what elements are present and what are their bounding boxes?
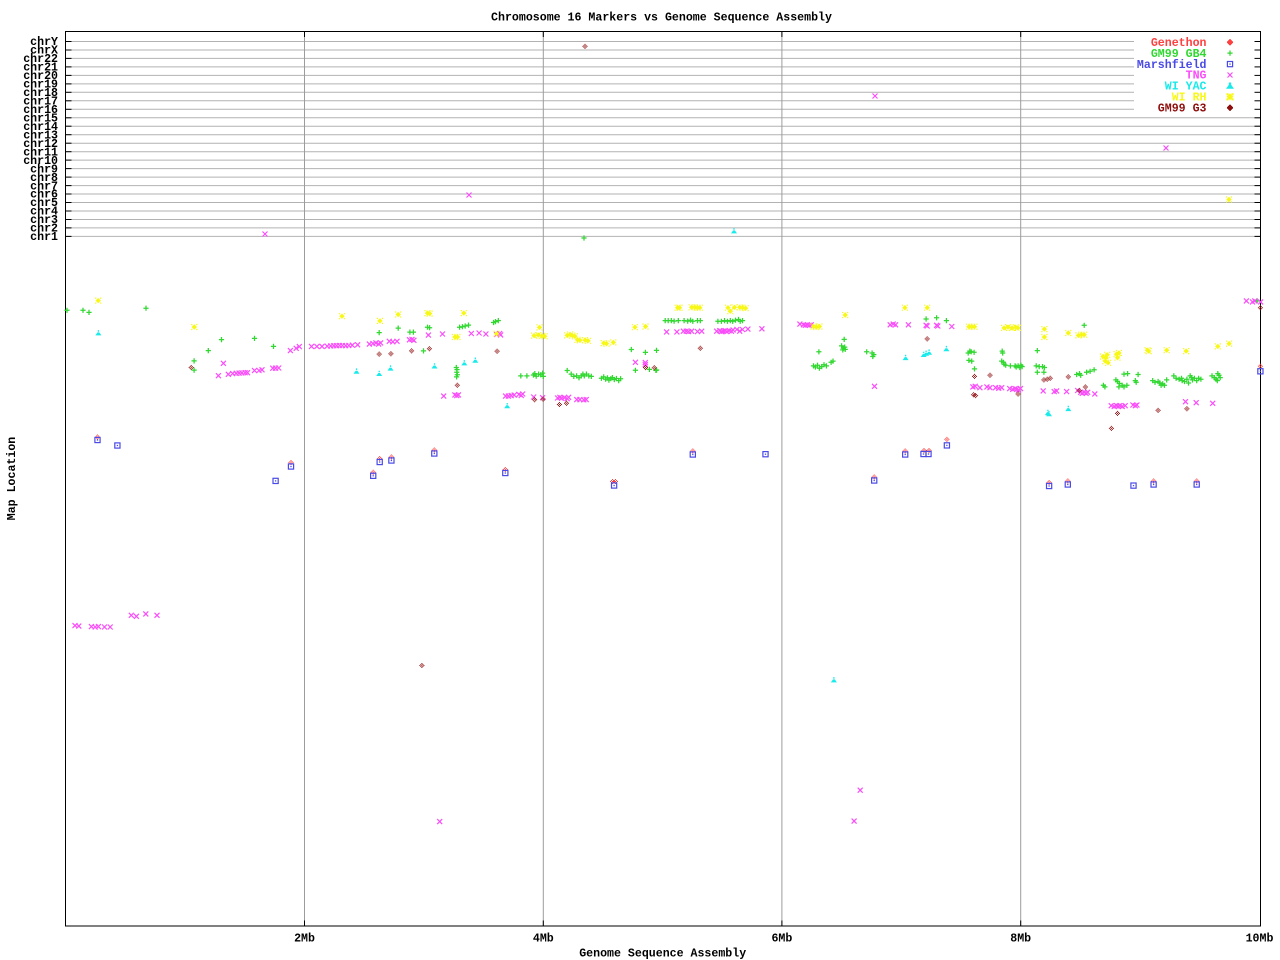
svg-text:chr7: chr7 [30, 180, 58, 193]
svg-text:chr16: chr16 [23, 104, 58, 117]
svg-text:chr8: chr8 [30, 172, 58, 185]
svg-text:10Mb: 10Mb [1246, 933, 1274, 946]
svg-text:chr19: chr19 [23, 79, 58, 92]
svg-text:Marshfield: Marshfield [1137, 59, 1207, 72]
svg-text:chr3: chr3 [30, 214, 58, 227]
svg-text:chr14: chr14 [23, 121, 58, 134]
svg-text:chr1: chr1 [30, 231, 58, 244]
svg-text:TNG: TNG [1186, 70, 1207, 83]
svg-text:chr11: chr11 [23, 146, 58, 159]
svg-text:8Mb: 8Mb [1010, 933, 1031, 946]
svg-text:WI RH: WI RH [1172, 92, 1207, 105]
svg-text:Map Location: Map Location [6, 437, 19, 521]
svg-text:GM99 GB4: GM99 GB4 [1151, 48, 1207, 61]
svg-text:chr13: chr13 [23, 129, 58, 142]
svg-text:chr10: chr10 [23, 155, 58, 168]
svg-text:WI YAC: WI YAC [1165, 81, 1207, 94]
svg-text:chr15: chr15 [23, 113, 58, 126]
svg-text:chrY: chrY [30, 36, 58, 49]
svg-text:chr12: chr12 [23, 138, 58, 151]
svg-text:chr4: chr4 [30, 206, 58, 219]
svg-text:Genome Sequence Assembly: Genome Sequence Assembly [579, 948, 746, 960]
svg-text:chr22: chr22 [23, 53, 58, 66]
svg-text:chr21: chr21 [23, 62, 58, 75]
svg-text:6Mb: 6Mb [771, 933, 792, 946]
svg-text:chrX: chrX [30, 45, 58, 58]
svg-text:Chromosome 16 Markers vs Genom: Chromosome 16 Markers vs Genome Sequence… [491, 11, 832, 24]
svg-text:chr17: chr17 [23, 96, 58, 109]
svg-text:chr5: chr5 [30, 197, 58, 210]
svg-text:Genethon: Genethon [1151, 37, 1207, 50]
svg-text:4Mb: 4Mb [533, 933, 554, 946]
svg-text:chr20: chr20 [23, 70, 58, 83]
svg-text:chr9: chr9 [30, 163, 58, 176]
svg-text:GM99 G3: GM99 G3 [1158, 103, 1207, 116]
svg-text:2Mb: 2Mb [294, 933, 315, 946]
svg-text:chr2: chr2 [30, 223, 58, 236]
svg-text:chr6: chr6 [30, 189, 58, 202]
svg-text:chr18: chr18 [23, 87, 58, 100]
